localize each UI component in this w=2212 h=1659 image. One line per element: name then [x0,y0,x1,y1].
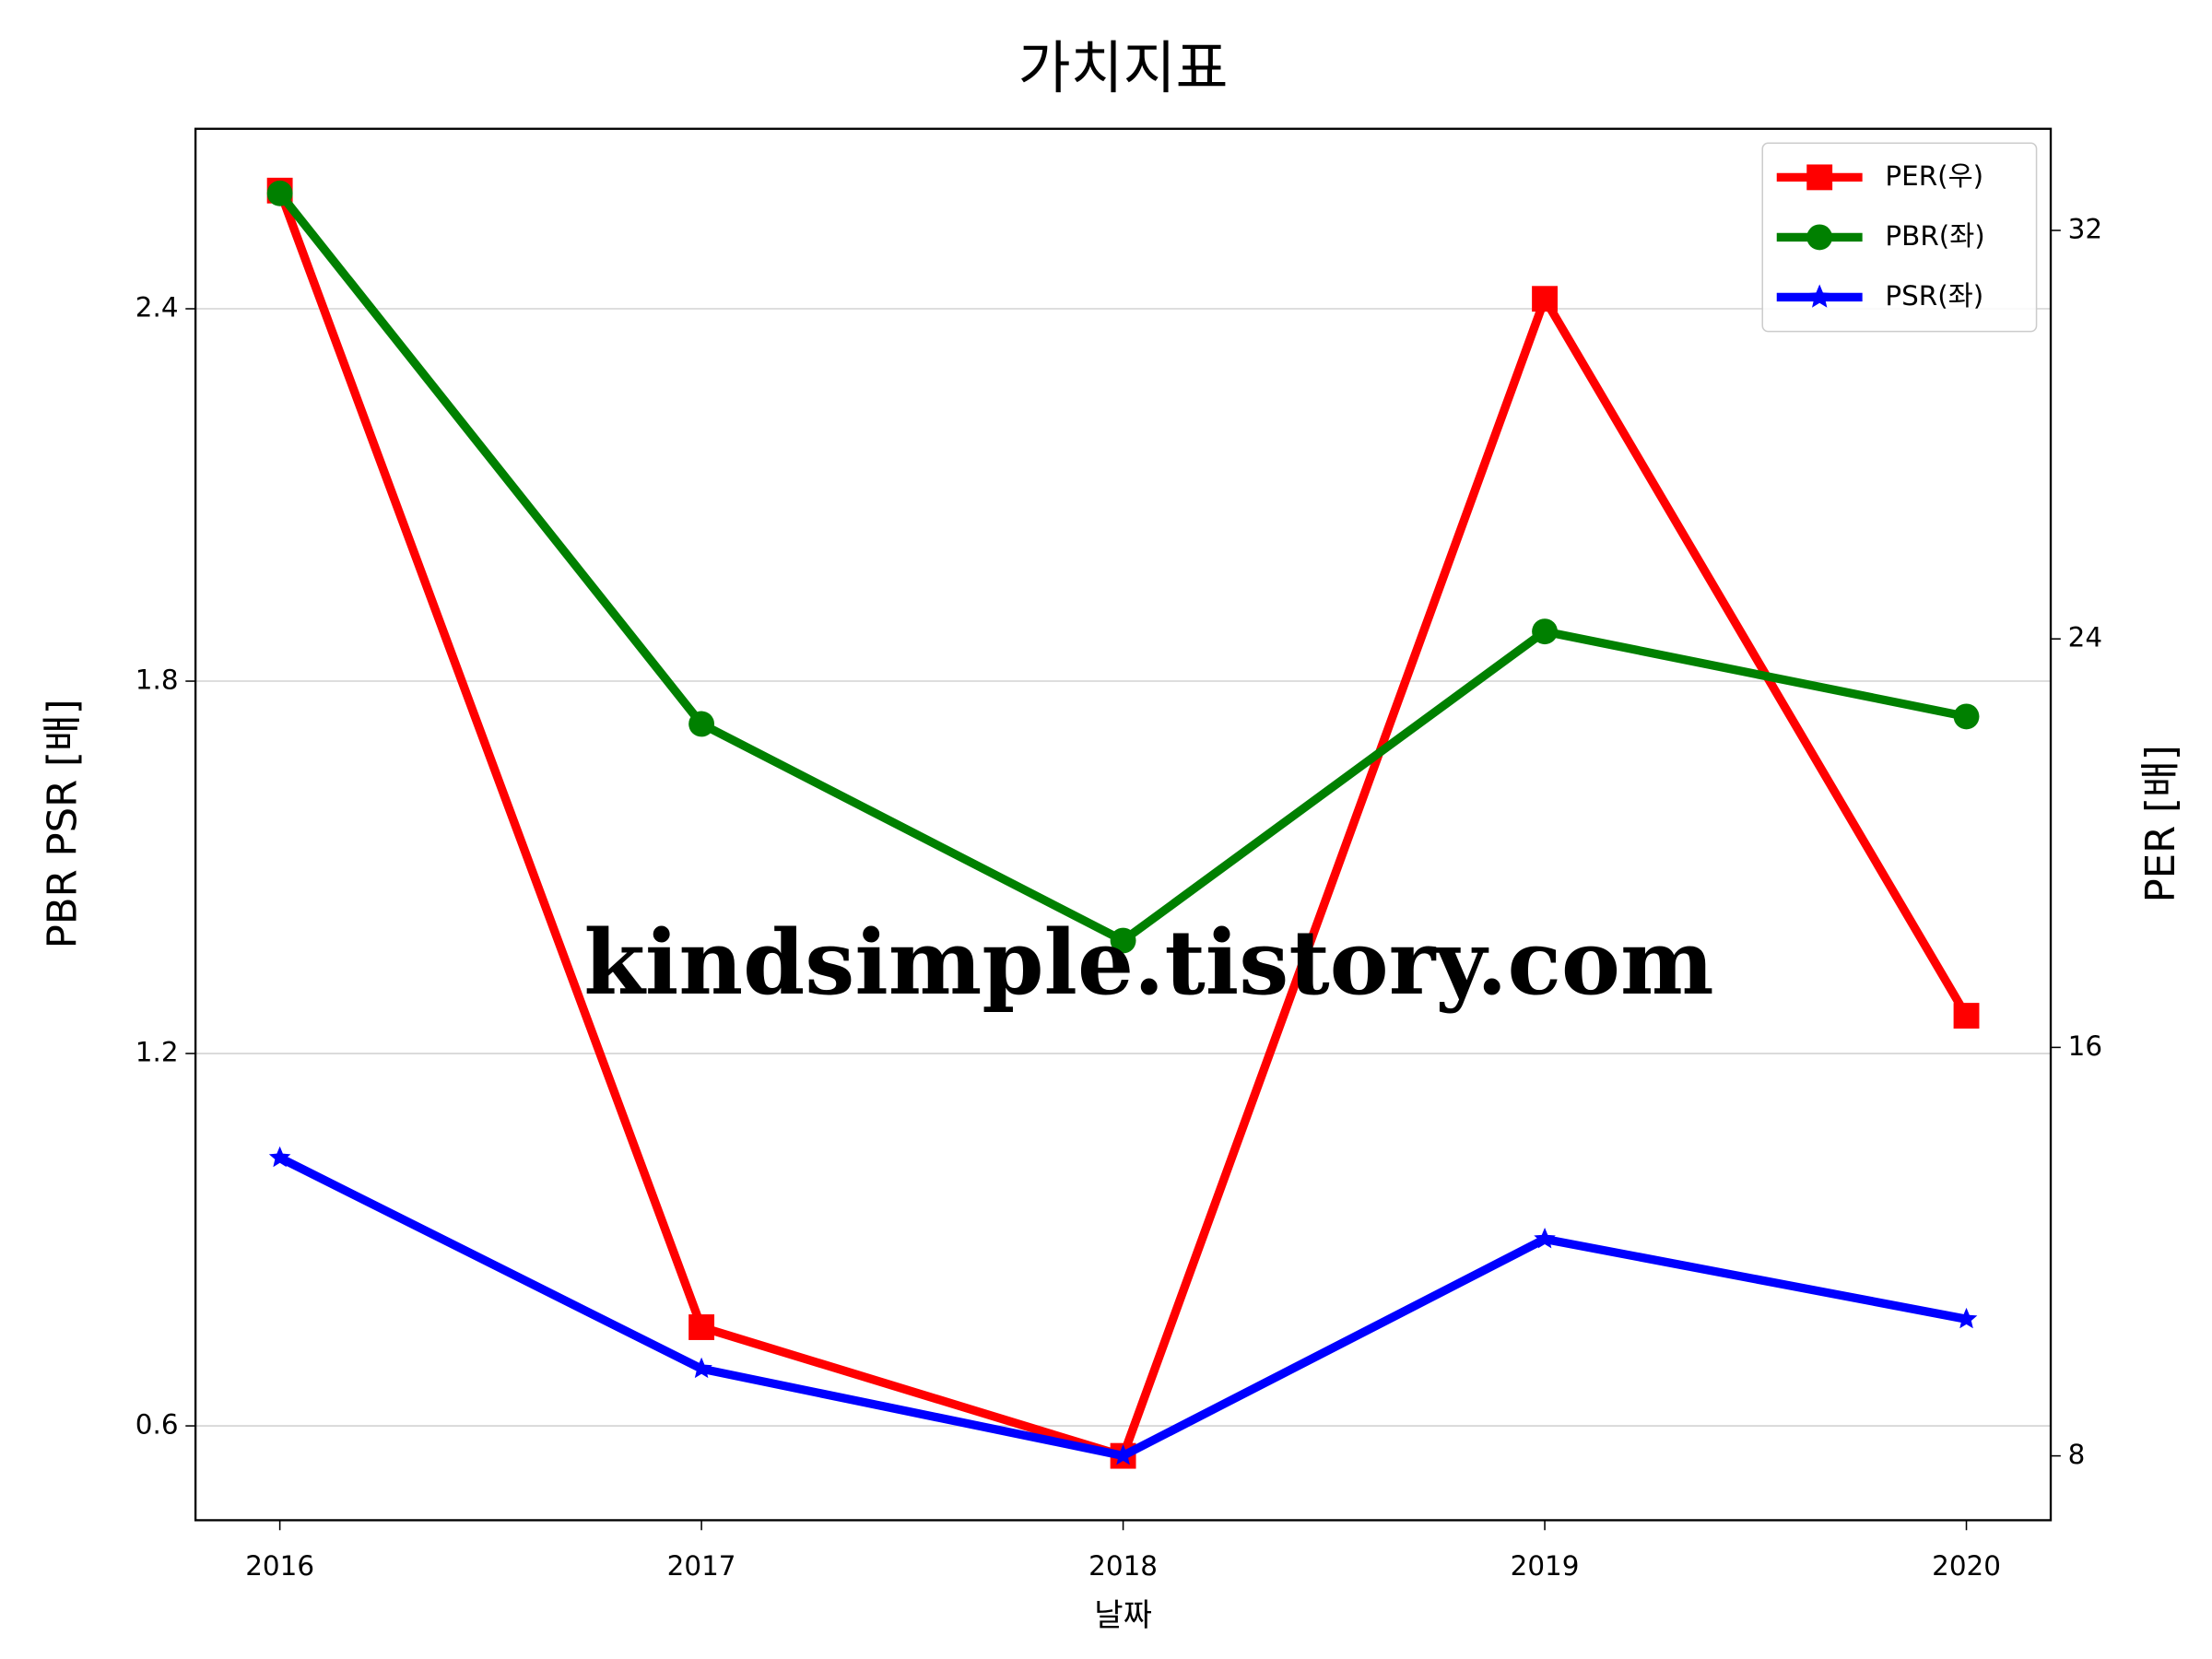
y2-tick-label: 16 [2068,1030,2102,1062]
point [688,1314,715,1340]
watermark: kindsimple.tistory.com [583,911,1713,1015]
y2-tick-label: 8 [2068,1439,2086,1470]
y-axis-label: PBR PSR [배] [41,699,87,948]
point [1112,1444,1135,1465]
x-tick-label: 2018 [1088,1550,1158,1582]
plot-frame [194,127,2053,1522]
x-tick-label: 2020 [1932,1550,2001,1582]
y-tick-label: 2.4 [135,292,179,324]
y-tick-label: 0.6 [135,1409,179,1441]
point [1953,703,1980,730]
point [1532,286,1558,312]
chart-title: 가치지표 [1018,35,1229,101]
legend-label: PER(우) [1885,160,1983,192]
x-tick-label: 2017 [667,1550,736,1582]
x-tick-label: 2019 [1511,1550,1580,1582]
y2-tick-label: 32 [2068,213,2102,244]
point [688,711,715,737]
point [266,180,293,206]
point [268,1146,291,1168]
legend-marker [1806,164,1833,191]
point [1110,927,1136,954]
point [690,1357,712,1379]
x-tick-label: 2016 [245,1550,314,1582]
point [1532,618,1558,645]
y2-tick-label: 24 [2068,622,2102,653]
y-tick-label: 1.8 [135,665,179,696]
legend-label: PSR(좌) [1885,280,1983,312]
point [1534,1227,1556,1249]
x-axis-label: 날짜 [1094,1597,1152,1634]
legend-marker [1806,224,1833,251]
y2-axis-label: PER [배] [2138,745,2184,902]
legend-marker [1806,284,1832,308]
y-tick-label: 1.2 [135,1037,179,1068]
point [1955,1307,1978,1329]
legend-label: PBR(좌) [1885,220,1984,252]
point [1953,1003,1980,1029]
